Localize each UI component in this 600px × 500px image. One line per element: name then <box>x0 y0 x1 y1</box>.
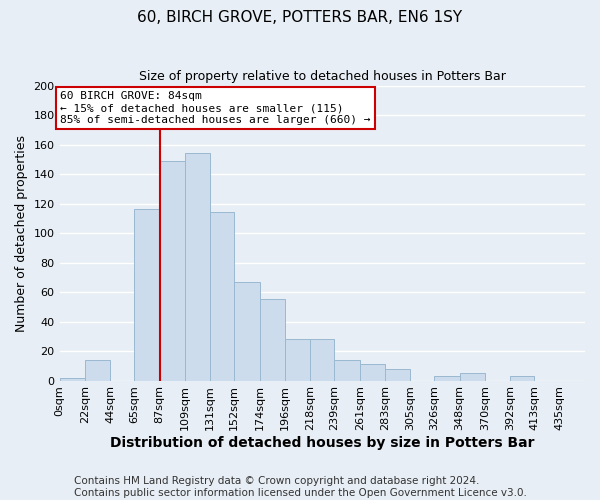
Bar <box>334 360 359 380</box>
Y-axis label: Number of detached properties: Number of detached properties <box>15 134 28 332</box>
Bar <box>185 154 210 380</box>
Bar <box>510 376 535 380</box>
Bar <box>310 340 334 380</box>
Bar <box>460 373 485 380</box>
Bar <box>285 340 310 380</box>
Text: 60, BIRCH GROVE, POTTERS BAR, EN6 1SY: 60, BIRCH GROVE, POTTERS BAR, EN6 1SY <box>137 10 463 25</box>
Bar <box>434 376 460 380</box>
Bar <box>134 210 160 380</box>
X-axis label: Distribution of detached houses by size in Potters Bar: Distribution of detached houses by size … <box>110 436 535 450</box>
Text: 60 BIRCH GROVE: 84sqm
← 15% of detached houses are smaller (115)
85% of semi-det: 60 BIRCH GROVE: 84sqm ← 15% of detached … <box>60 92 371 124</box>
Bar <box>160 161 185 380</box>
Bar <box>385 369 410 380</box>
Bar <box>85 360 110 380</box>
Bar <box>260 300 285 380</box>
Bar <box>59 378 85 380</box>
Text: Contains HM Land Registry data © Crown copyright and database right 2024.
Contai: Contains HM Land Registry data © Crown c… <box>74 476 526 498</box>
Bar <box>359 364 385 380</box>
Bar <box>235 282 260 380</box>
Bar <box>210 212 235 380</box>
Title: Size of property relative to detached houses in Potters Bar: Size of property relative to detached ho… <box>139 70 506 83</box>
